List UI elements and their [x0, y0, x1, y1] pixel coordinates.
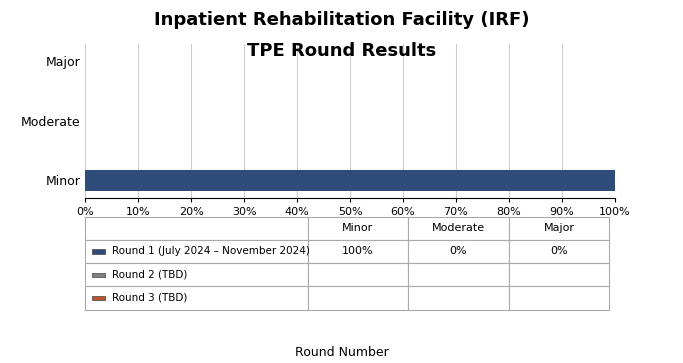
Bar — [92, 249, 105, 254]
Bar — [509, 286, 609, 310]
Text: 0%: 0% — [449, 246, 467, 257]
Bar — [85, 263, 308, 286]
Bar — [85, 217, 308, 240]
Bar — [509, 240, 609, 263]
Bar — [92, 296, 105, 300]
Bar — [308, 240, 408, 263]
Text: Round Number: Round Number — [294, 346, 389, 359]
Text: Moderate: Moderate — [432, 223, 485, 233]
Text: Round 1 (July 2024 – November 2024): Round 1 (July 2024 – November 2024) — [112, 246, 309, 257]
Text: Round 2 (TBD): Round 2 (TBD) — [112, 270, 187, 280]
Bar — [308, 263, 408, 286]
Bar — [92, 273, 105, 277]
Text: TPE Round Results: TPE Round Results — [247, 42, 436, 60]
Bar — [408, 286, 509, 310]
Text: Minor: Minor — [342, 223, 374, 233]
Bar — [408, 240, 509, 263]
Text: 0%: 0% — [550, 246, 568, 257]
Bar — [509, 217, 609, 240]
Text: 100%: 100% — [342, 246, 374, 257]
Text: Inpatient Rehabilitation Facility (IRF): Inpatient Rehabilitation Facility (IRF) — [154, 11, 529, 29]
Bar — [408, 217, 509, 240]
Bar — [509, 263, 609, 286]
Text: Round 3 (TBD): Round 3 (TBD) — [112, 293, 187, 303]
Bar — [308, 217, 408, 240]
Bar — [85, 240, 308, 263]
Bar — [408, 263, 509, 286]
Text: Major: Major — [544, 223, 574, 233]
Bar — [85, 170, 615, 191]
Bar — [308, 286, 408, 310]
Bar — [85, 286, 308, 310]
